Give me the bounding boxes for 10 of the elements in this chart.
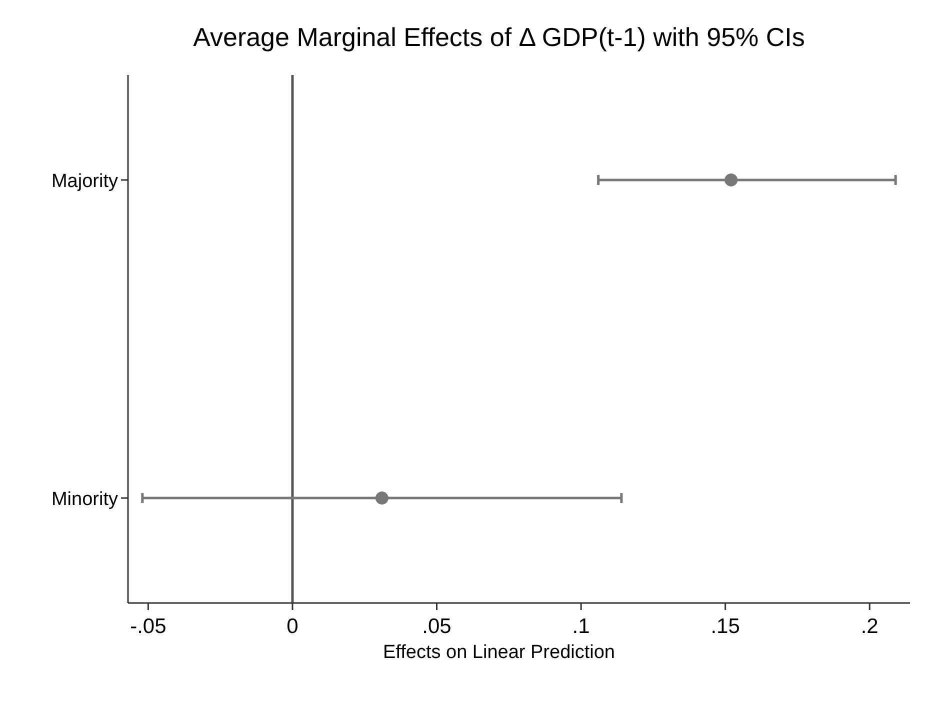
x-tick-label: .1 bbox=[572, 615, 590, 638]
x-tick-label: -.05 bbox=[130, 615, 166, 638]
x-axis-title: Effects on Linear Prediction bbox=[382, 642, 616, 663]
x-tick-label: .15 bbox=[710, 615, 740, 638]
x-tick-label: 0 bbox=[286, 615, 298, 638]
y-tick-label: Minority bbox=[51, 489, 118, 510]
x-tick-label: .05 bbox=[422, 615, 452, 638]
y-tick-label: Majority bbox=[51, 170, 118, 192]
chart-title: Average Marginal Effects of Δ GDP(t-1) with 95% CIs bbox=[193, 22, 805, 52]
x-tick-label: .2 bbox=[860, 615, 878, 638]
